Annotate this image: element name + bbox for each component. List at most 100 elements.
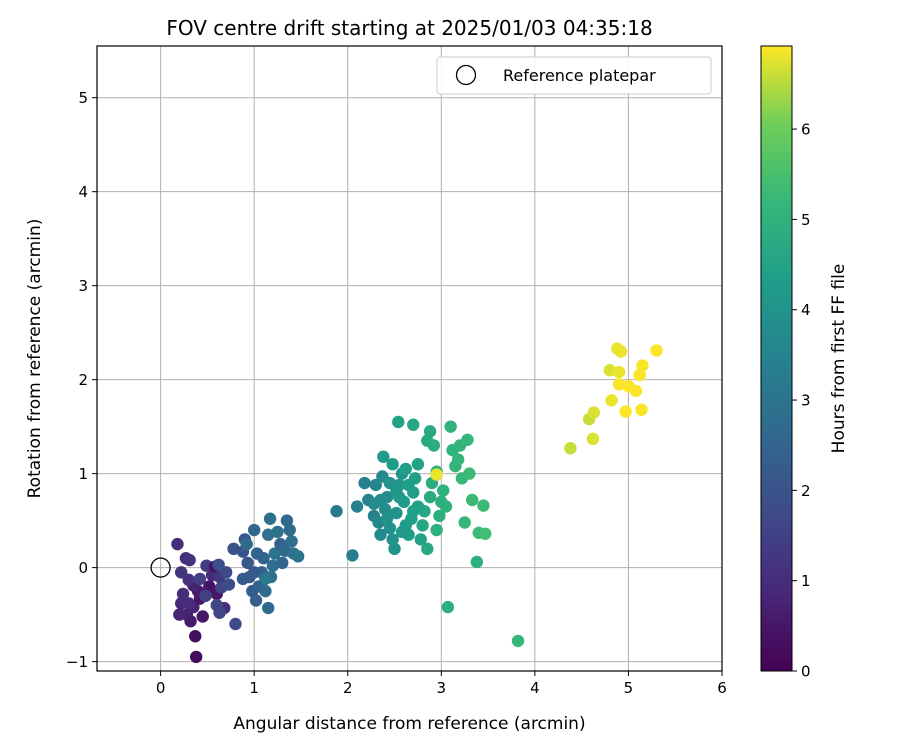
data-point — [461, 433, 474, 446]
y-tick-label: 0 — [78, 559, 88, 577]
data-point — [427, 439, 441, 452]
data-point — [605, 394, 618, 407]
x-tick-label: 0 — [156, 679, 166, 697]
data-point — [407, 418, 420, 431]
data-point — [212, 558, 225, 571]
data-point — [619, 405, 632, 418]
data-point — [175, 566, 188, 579]
legend-label: Reference platepar — [503, 66, 656, 85]
data-point — [266, 559, 280, 572]
data-point — [203, 580, 216, 593]
data-point — [369, 478, 383, 492]
data-point — [465, 493, 479, 507]
data-point — [173, 608, 186, 621]
data-point — [183, 553, 196, 567]
colorbar-tick-label: 2 — [801, 482, 811, 500]
data-point — [587, 406, 601, 419]
colorbar-tick-label: 3 — [801, 392, 811, 410]
colorbar-tick-label: 6 — [801, 121, 811, 139]
data-point — [263, 512, 277, 525]
data-point — [414, 533, 427, 546]
data-point — [250, 547, 264, 560]
plot-frame — [96, 45, 723, 672]
data-point — [463, 467, 476, 480]
data-point — [259, 572, 272, 586]
data-point — [241, 556, 254, 570]
data-point — [193, 572, 207, 586]
data-point — [633, 368, 646, 382]
y-tick-label: −1 — [66, 653, 88, 671]
data-point — [636, 359, 649, 372]
data-point — [330, 505, 343, 518]
data-point — [227, 542, 240, 556]
data-point — [358, 476, 371, 490]
x-tick-label: 5 — [624, 679, 634, 697]
data-point — [236, 572, 250, 586]
data-point — [285, 535, 298, 548]
data-point — [435, 495, 448, 509]
data-point — [635, 403, 648, 416]
data-point — [199, 589, 212, 603]
data-point — [280, 514, 294, 527]
legend-box — [436, 56, 712, 95]
data-point — [477, 499, 490, 512]
data-point — [262, 601, 275, 615]
data-point — [374, 528, 387, 541]
data-point — [441, 600, 455, 614]
data-point — [392, 415, 405, 429]
legend: Reference platepar — [436, 56, 712, 95]
y-tick-label: 2 — [78, 371, 88, 389]
x-tick-label: 1 — [249, 679, 259, 697]
data-point — [367, 497, 381, 510]
grid-lines — [97, 46, 723, 671]
data-point — [182, 597, 195, 610]
data-point — [402, 478, 415, 492]
y-axis-label: Rotation from reference (arcmin) — [25, 219, 45, 499]
data-point — [470, 555, 484, 569]
colorbar-ticks: 0 1 2 3 4 5 6 — [792, 121, 811, 681]
data-point — [451, 453, 465, 466]
data-point — [479, 527, 492, 540]
data-point — [612, 378, 626, 391]
x-axis-ticks: 0 1 2 3 4 5 6 — [156, 671, 727, 697]
data-point — [650, 344, 663, 357]
data-point — [380, 512, 394, 525]
colorbar-tick-label: 1 — [801, 572, 811, 590]
data-point — [171, 537, 184, 551]
data-point — [240, 537, 253, 551]
data-point — [612, 365, 626, 379]
x-tick-label: 4 — [530, 679, 540, 697]
data-point — [444, 420, 457, 433]
data-point — [271, 525, 284, 539]
x-tick-label: 2 — [343, 679, 353, 697]
data-point — [395, 525, 409, 539]
data-point — [346, 549, 359, 562]
data-point — [603, 364, 616, 377]
data-point — [262, 528, 275, 541]
y-axis-ticks: −1 0 1 2 3 4 5 — [66, 89, 97, 671]
data-point — [416, 519, 429, 532]
data-point — [350, 500, 364, 513]
data-point — [213, 606, 226, 619]
reference-platepar-marker — [150, 557, 171, 578]
data-point — [383, 521, 397, 535]
data-point — [377, 450, 390, 463]
data-point — [189, 650, 203, 664]
data-point — [222, 578, 236, 591]
colorbar-tick-label: 4 — [801, 301, 811, 319]
data-point — [430, 523, 443, 537]
chart-title: FOV centre drift starting at 2025/01/03 … — [166, 16, 652, 40]
data-point — [423, 490, 437, 504]
y-tick-label: 4 — [78, 183, 88, 201]
colorbar-tick-label: 5 — [801, 211, 811, 229]
data-point — [219, 566, 233, 579]
y-tick-label: 1 — [78, 465, 88, 483]
data-point — [564, 442, 577, 455]
data-point — [433, 509, 446, 523]
data-point — [614, 345, 628, 358]
colorbar-tick-label: 0 — [801, 663, 811, 681]
data-point — [276, 556, 289, 570]
data-point — [436, 484, 450, 497]
data-point — [386, 533, 399, 546]
